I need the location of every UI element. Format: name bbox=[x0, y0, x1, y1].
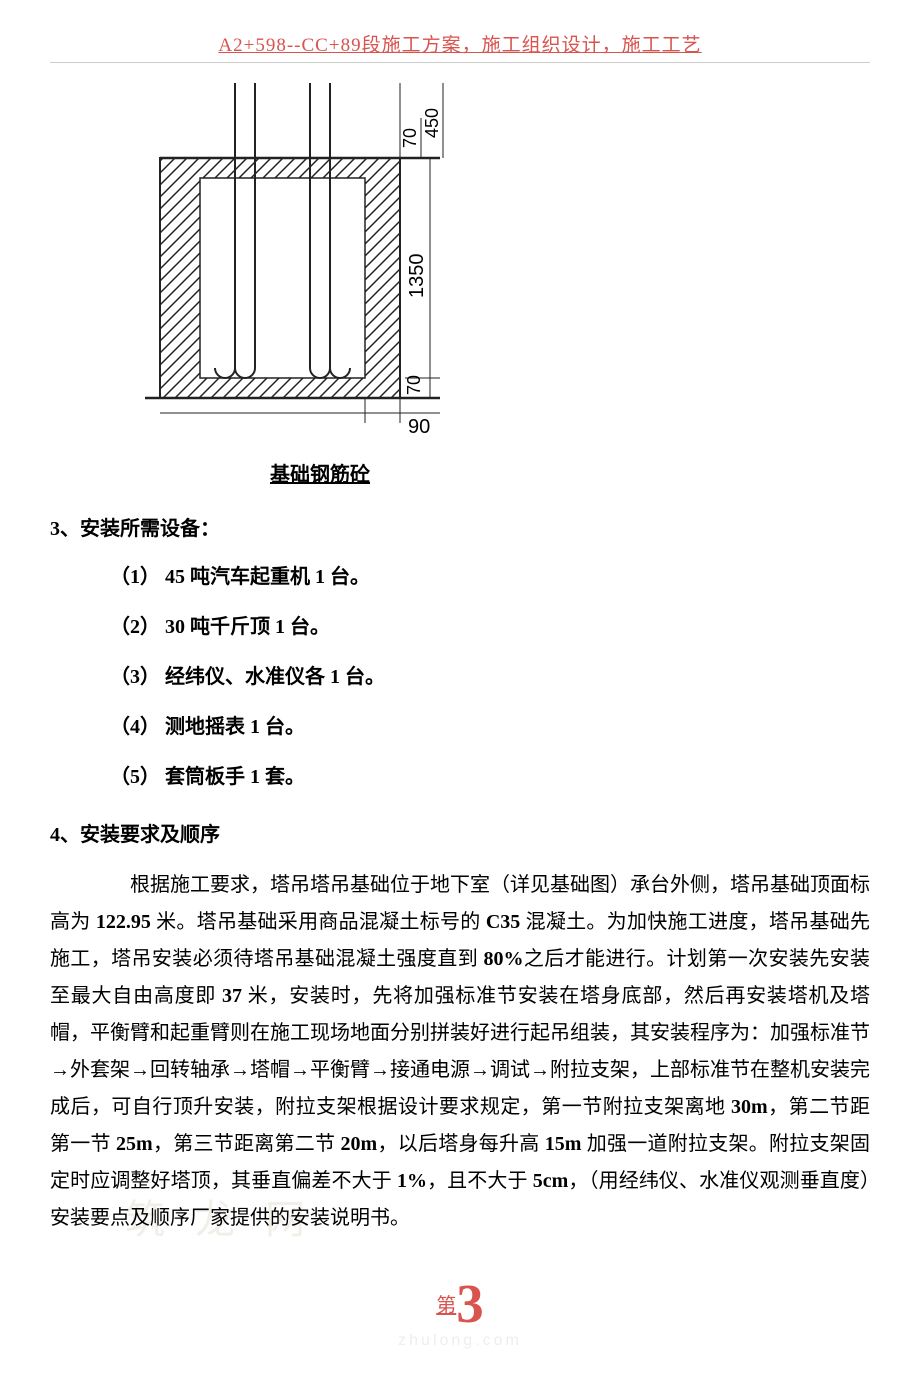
p-15: 15m bbox=[545, 1133, 582, 1155]
dim-90: 90 bbox=[408, 416, 430, 438]
p-2: 米。塔吊基础采用商品混凝土标号的 bbox=[151, 911, 486, 933]
item-3: （3） 经纬仪、水准仪各 1 台。 bbox=[110, 661, 870, 693]
dim-70: 70 bbox=[400, 128, 420, 148]
p-11: 25m bbox=[116, 1133, 153, 1155]
p-9: 30m bbox=[731, 1096, 768, 1118]
p-17: 1% bbox=[397, 1170, 427, 1192]
dim-450: 450 bbox=[422, 108, 442, 138]
p-3: C35 bbox=[486, 911, 520, 933]
p-19: 5cm bbox=[533, 1170, 569, 1192]
p-7: 37 bbox=[222, 985, 242, 1007]
dim-1350: 1350 bbox=[406, 254, 428, 299]
p-14: ，以后塔身每升高 bbox=[377, 1133, 545, 1155]
diagram-caption: 基础钢筋砼 bbox=[270, 458, 870, 487]
page-num: 3 bbox=[456, 1273, 484, 1334]
item-2: （2） 30 吨千斤顶 1 台。 bbox=[110, 611, 870, 643]
dim-70b: 70 bbox=[404, 375, 424, 395]
page-number: 第3 bbox=[50, 1272, 870, 1335]
section3-title: 3、安装所需设备： bbox=[50, 512, 870, 541]
p-12: ，第三节距离第二节 bbox=[153, 1133, 341, 1155]
p-1: 122.95 bbox=[96, 911, 151, 933]
p-13: 20m bbox=[341, 1133, 378, 1155]
item-4: （4） 测地摇表 1 台。 bbox=[110, 711, 870, 743]
watermark-url: zhulong.com bbox=[398, 1332, 522, 1350]
p-18: ，且不大于 bbox=[427, 1170, 533, 1192]
page-header: A2+598--CC+89段施工方案，施工组织设计，施工工艺 bbox=[50, 30, 870, 57]
section4-paragraph: 根据施工要求，塔吊塔吊基础位于地下室（详见基础图）承台外侧，塔吊基础顶面标高为 … bbox=[50, 867, 870, 1237]
foundation-diagram: 70 450 1350 70 90 基础钢筋砼 bbox=[140, 73, 870, 487]
item-1: （1） 45 吨汽车起重机 1 台。 bbox=[110, 561, 870, 593]
p-5: 80% bbox=[483, 948, 523, 970]
header-rule bbox=[50, 62, 870, 63]
section4-title: 4、安装要求及顺序 bbox=[50, 818, 870, 847]
page-prefix: 第 bbox=[436, 1295, 456, 1317]
item-5: （5） 套筒板手 1 套。 bbox=[110, 761, 870, 793]
